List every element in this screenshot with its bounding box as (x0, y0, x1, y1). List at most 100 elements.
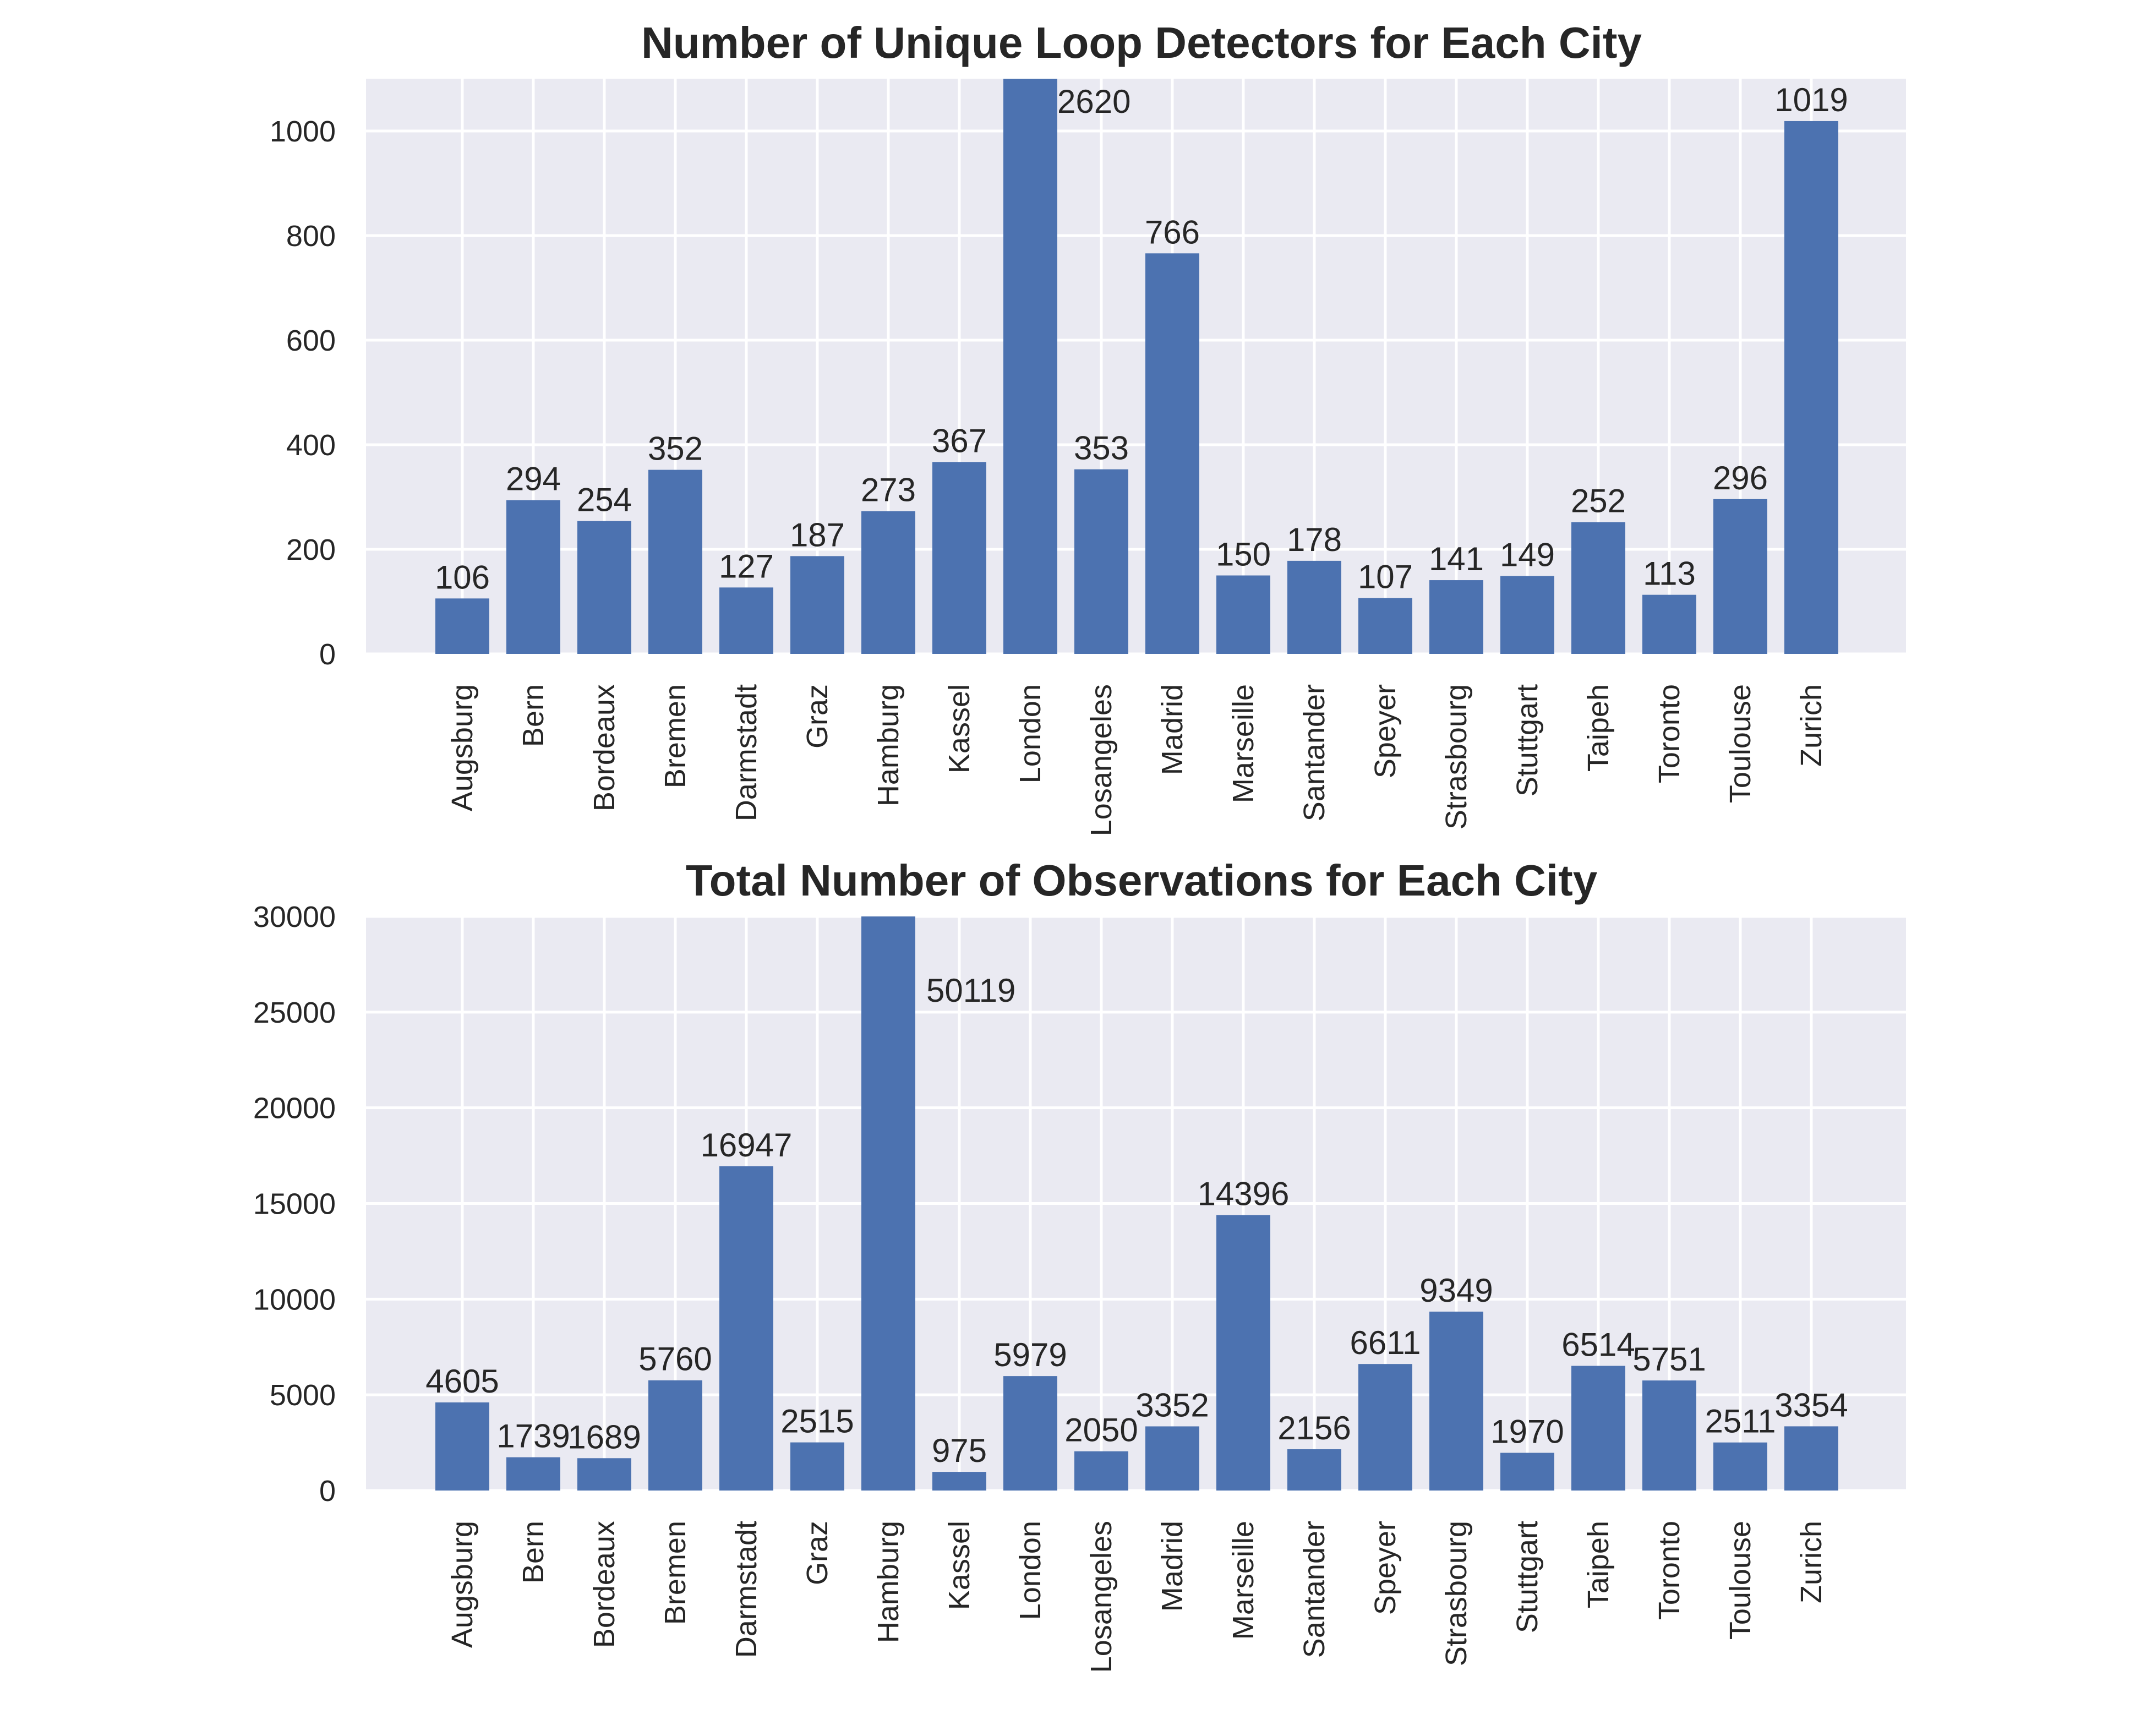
y-tick-label: 600 (286, 324, 336, 357)
x-tick-label: Speyer (1369, 1521, 1402, 1615)
bar-marseille (1216, 575, 1270, 654)
data-label: 5751 (1632, 1341, 1706, 1378)
x-tick-label: Bern (517, 1521, 550, 1584)
x-tick-label: Taipeh (1582, 684, 1615, 772)
x-tick-label: Hamburg (872, 684, 905, 806)
bar-hamburg (861, 511, 915, 654)
x-tick-label: Zurich (1795, 684, 1828, 767)
y-tick-label: 400 (286, 429, 336, 462)
bar-taipeh (1571, 522, 1625, 654)
y-tick-label: 25000 (253, 996, 336, 1029)
x-tick-label: Santander (1298, 1521, 1331, 1658)
bars (435, 79, 1838, 654)
x-tick-label: Toronto (1653, 684, 1686, 783)
bar-hamburg (861, 916, 915, 1491)
bar-speyer (1358, 598, 1412, 654)
loop-detectors-chart: Number of Unique Loop Detectors for Each… (270, 18, 1906, 836)
data-label: 2156 (1277, 1410, 1351, 1446)
bar-madrid (1145, 253, 1199, 654)
bar-stuttgart (1500, 576, 1554, 654)
x-tick-label: Graz (801, 1521, 834, 1585)
bar-london (1003, 1376, 1057, 1491)
data-label: 296 (1713, 460, 1768, 496)
bar-darmstadt (719, 1166, 773, 1491)
data-label: 254 (577, 482, 632, 518)
bar-kassel (932, 462, 986, 654)
data-label: 1970 (1490, 1413, 1564, 1450)
data-label: 3354 (1774, 1386, 1848, 1423)
observations-chart: Total Number of Observations for Each Ci… (253, 856, 1906, 1673)
data-label: 294 (506, 461, 561, 498)
data-label: 1739 (496, 1418, 570, 1455)
data-label: 127 (719, 548, 774, 585)
bar-graz (790, 556, 844, 654)
y-tick-label: 20000 (253, 1092, 336, 1125)
x-tick-label: Kassel (943, 684, 976, 773)
bar-graz (790, 1442, 844, 1491)
y-tick-label: 0 (319, 1475, 336, 1508)
bar-darmstadt (719, 587, 773, 654)
y-tick-label: 15000 (253, 1188, 336, 1221)
bar-zurich (1784, 1426, 1838, 1491)
data-label: 150 (1216, 536, 1271, 573)
chart-title: Total Number of Observations for Each Ci… (686, 856, 1598, 905)
x-tick-label: Stuttgart (1511, 684, 1544, 796)
bar-bordeaux (577, 1458, 631, 1491)
x-tick-label: Bordeaux (588, 1521, 621, 1648)
chart-title: Number of Unique Loop Detectors for Each… (641, 18, 1642, 67)
bar-bern (506, 500, 560, 654)
data-label: 252 (1571, 483, 1626, 520)
data-label: 6611 (1350, 1324, 1421, 1361)
y-tick-label: 30000 (253, 900, 336, 933)
y-tick-label: 800 (286, 220, 336, 253)
data-label: 353 (1074, 430, 1129, 467)
x-tick-label: Speyer (1369, 684, 1402, 778)
bar-losangeles (1074, 469, 1128, 654)
data-label: 5979 (993, 1336, 1067, 1373)
bar-strasbourg (1429, 580, 1483, 654)
y-tick-label: 5000 (270, 1379, 336, 1412)
bar-toronto (1642, 1380, 1696, 1491)
data-label: 50119 (926, 972, 1015, 1009)
data-label: 5760 (638, 1341, 712, 1378)
y-tick-label: 10000 (253, 1283, 336, 1316)
x-tick-label: Hamburg (872, 1521, 905, 1643)
bar-toronto (1642, 594, 1696, 654)
bar-santander (1287, 1449, 1341, 1491)
x-tick-label: Taipeh (1582, 1521, 1615, 1608)
x-tick-label: Zurich (1795, 1521, 1828, 1603)
data-label: 3352 (1135, 1386, 1209, 1423)
y-tick-label: 0 (319, 638, 336, 671)
x-tick-label: Darmstadt (730, 684, 763, 821)
data-label: 6514 (1561, 1326, 1635, 1363)
y-tick-label: 1000 (270, 115, 336, 148)
data-label: 187 (790, 516, 845, 553)
bar-london (1003, 79, 1057, 654)
bar-toulouse (1713, 1442, 1767, 1491)
data-label: 113 (1643, 555, 1696, 592)
bar-bremen (648, 1380, 702, 1491)
x-tick-label: Losangeles (1085, 684, 1118, 836)
x-tick-label: London (1014, 684, 1047, 783)
data-label: 367 (932, 422, 987, 459)
x-tick-label: Bremen (659, 1521, 692, 1625)
data-label: 106 (435, 559, 490, 596)
x-tick-label: Graz (801, 684, 834, 749)
x-tick-label: Toulouse (1724, 1521, 1757, 1640)
x-tick-label: Marseille (1227, 684, 1260, 803)
data-label: 14396 (1198, 1175, 1290, 1212)
x-tick-label: Losangeles (1085, 1521, 1118, 1673)
x-tick-label: Strasbourg (1440, 1521, 1473, 1666)
data-label: 273 (861, 472, 916, 509)
bar-bern (506, 1457, 560, 1491)
data-label: 975 (932, 1432, 987, 1469)
data-label: 2620 (1057, 83, 1130, 120)
bar-bordeaux (577, 521, 631, 654)
x-tick-label: London (1014, 1521, 1047, 1620)
data-label: 2050 (1064, 1412, 1138, 1449)
bar-zurich (1784, 121, 1838, 654)
data-label: 1689 (567, 1418, 641, 1455)
bar-augsburg (435, 1402, 489, 1491)
data-label: 9349 (1419, 1272, 1493, 1309)
